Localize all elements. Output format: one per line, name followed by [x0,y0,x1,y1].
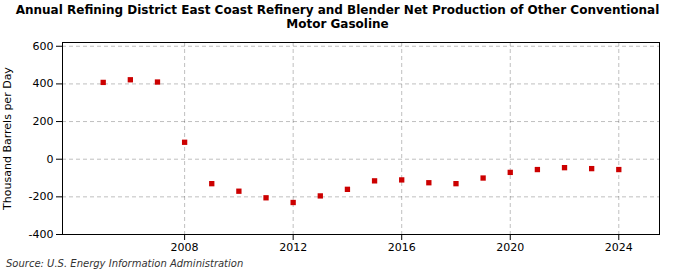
svg-text:0: 0 [47,153,54,166]
svg-text:2012: 2012 [279,241,307,254]
svg-text:2016: 2016 [388,241,416,254]
html-text:Annual Refining District East: Annual Refining District East Coast Refi… [15,3,660,32]
svg-text:200: 200 [33,115,54,128]
svg-text:400: 400 [33,77,54,90]
svg-text:-400: -400 [29,228,54,241]
svg-text:2020: 2020 [496,241,524,254]
svg-text:2008: 2008 [171,241,199,254]
svg-text:Thousand Barrels per Day: Thousand Barrels per Day [1,66,14,210]
html-text:Source: U.S. Energy Informatio: Source: U.S. Energy Information Administ… [6,257,244,269]
svg-text:600: 600 [33,40,54,53]
svg-text:-200: -200 [29,190,54,203]
svg-text:2024: 2024 [605,241,633,254]
